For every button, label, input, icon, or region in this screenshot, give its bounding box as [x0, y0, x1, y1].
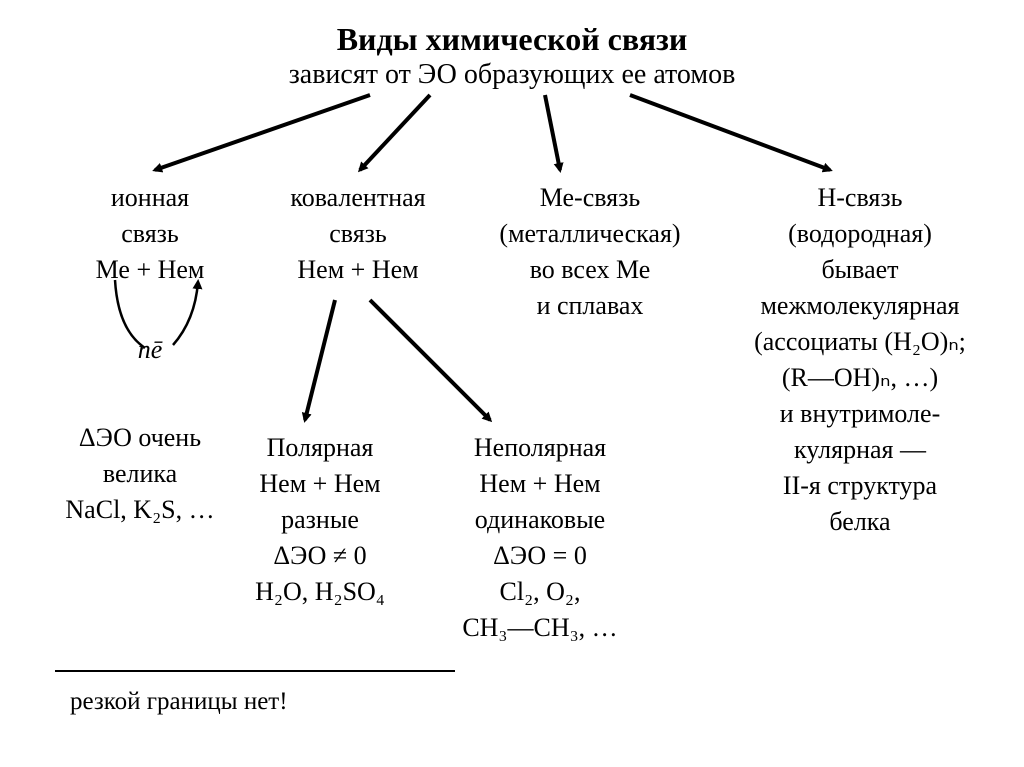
- arrow-to-covalent: [360, 95, 430, 170]
- nonpolar-l1: Неполярная: [430, 430, 650, 465]
- ionic-d2: велика: [40, 456, 240, 491]
- polar-l5: H₂O, H₂SO₄: [220, 574, 420, 609]
- hydrogen-l5: (ассоциаты (H₂O)ₙ;: [730, 324, 990, 359]
- covalent-l2: связь: [248, 216, 468, 251]
- covalent-l3: Нем + Нем: [248, 252, 468, 287]
- nonpolar-l3: одинаковые: [430, 502, 650, 537]
- metallic-l2: (металлическая): [470, 216, 710, 251]
- nonpolar-l2: Нем + Нем: [430, 466, 650, 501]
- hydrogen-l4: межмолекулярная: [730, 288, 990, 323]
- polar-l3: разные: [220, 502, 420, 537]
- arrow-to-polar: [305, 300, 335, 420]
- hydrogen-l2: (водородная): [730, 216, 990, 251]
- metallic-l3: во всех Ме: [470, 252, 710, 287]
- ionic-ne: nē: [50, 332, 250, 367]
- nonpolar-l4: ΔЭО = 0: [430, 538, 650, 573]
- polar-l2: Нем + Нем: [220, 466, 420, 501]
- hydrogen-l1: Н-связь: [730, 180, 990, 215]
- page-subtitle: зависят от ЭО образующих ее атомов: [0, 56, 1024, 94]
- nonpolar-l5: Cl₂, O₂,: [430, 574, 650, 609]
- arrow-to-hydrogen: [630, 95, 830, 170]
- arrow-to-metallic: [545, 95, 560, 170]
- page-title: Виды химической связи: [0, 18, 1024, 61]
- ionic-l2: связь: [50, 216, 250, 251]
- arrow-to-ionic: [155, 95, 370, 170]
- nonpolar-l6: CH₃—CH₃, …: [430, 610, 650, 645]
- polar-l4: ΔЭО ≠ 0: [220, 538, 420, 573]
- divider-line: [55, 670, 455, 672]
- hydrogen-l10: белка: [730, 504, 990, 539]
- ionic-d3: NaCl, K₂S, …: [40, 492, 240, 527]
- metallic-l4: и сплавах: [470, 288, 710, 323]
- footnote: резкой границы нет!: [70, 685, 450, 719]
- ionic-l3: Ме + Нем: [50, 252, 250, 287]
- hydrogen-l7: и внутримоле-: [730, 396, 990, 431]
- polar-l1: Полярная: [220, 430, 420, 465]
- hydrogen-l3: бывает: [730, 252, 990, 287]
- metallic-l1: Ме-связь: [470, 180, 710, 215]
- ionic-l1: ионная: [50, 180, 250, 215]
- hydrogen-l9: II-я структура: [730, 468, 990, 503]
- hydrogen-l6: (R—OH)ₙ, …): [730, 360, 990, 395]
- ionic-d1: ΔЭО очень: [40, 420, 240, 455]
- hydrogen-l8: кулярная —: [730, 432, 990, 467]
- covalent-l1: ковалентная: [248, 180, 468, 215]
